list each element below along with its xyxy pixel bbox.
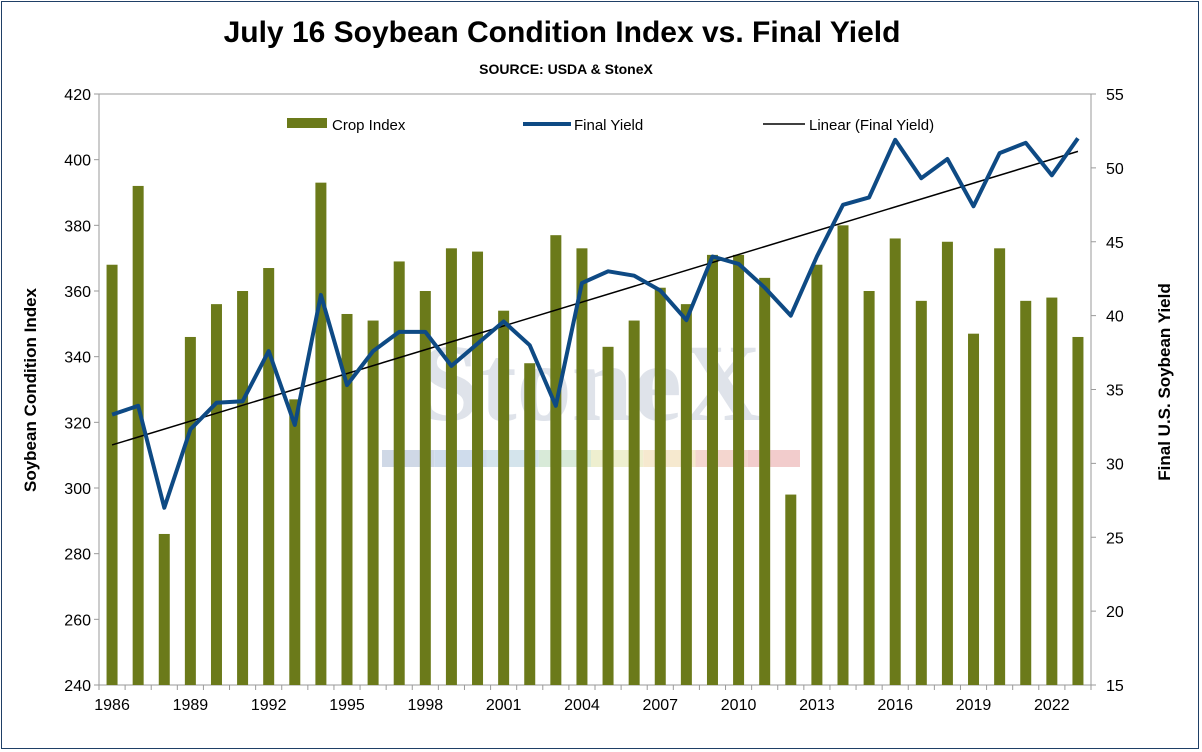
bar-crop-index	[837, 225, 849, 686]
bar-crop-index	[367, 320, 379, 685]
bar-crop-index	[341, 313, 353, 685]
y-axis-left-title: Soybean Condition Index	[21, 287, 40, 492]
bar-crop-index	[706, 254, 718, 685]
watermark-stripe	[747, 450, 800, 467]
bar-crop-index	[289, 399, 301, 685]
legend-label-linear-trend: Linear (Final Yield)	[809, 117, 934, 134]
bar-crop-index	[968, 333, 980, 685]
y-left-tick-label: 240	[64, 678, 91, 695]
y-right-tick-label: 15	[1106, 678, 1124, 695]
x-tick-label: 2013	[799, 697, 835, 714]
bar-crop-index	[811, 264, 823, 685]
y-right-tick-label: 40	[1106, 309, 1124, 326]
x-tick-label: 2007	[642, 697, 678, 714]
x-axis: 1986 1989 1992 1995 1998 2001 2004 2007 2010 2013…	[94, 685, 1092, 714]
x-tick-label: 1998	[408, 697, 444, 714]
line-series	[111, 137, 1080, 510]
bar-crop-index	[680, 304, 692, 685]
x-tick-label: 1992	[251, 697, 287, 714]
bar-crop-index	[106, 264, 118, 685]
bar-crop-index	[550, 235, 562, 685]
bar-crop-index	[1020, 300, 1032, 685]
bar-crop-index	[524, 363, 536, 685]
y-left-tick-label: 260	[64, 612, 91, 629]
bar-crop-index	[863, 291, 875, 685]
y-left-tick-label: 280	[64, 547, 91, 564]
bar-crop-index	[602, 346, 614, 685]
bar-crop-index	[419, 291, 431, 685]
bar-crop-index	[628, 320, 640, 685]
bar-series	[106, 182, 1084, 686]
bar-crop-index	[1072, 336, 1084, 685]
y-right-tick-label: 50	[1106, 161, 1124, 178]
y-right-tick-label: 55	[1106, 87, 1124, 104]
bar-crop-index	[445, 248, 457, 686]
y-left-tick-label: 400	[64, 153, 91, 170]
x-tick-label: 2001	[486, 697, 522, 714]
y-right-tick-label: 35	[1106, 383, 1124, 400]
legend: Crop Index Final Yield Linear (Final Yie…	[287, 117, 934, 134]
bar-crop-index	[1046, 297, 1058, 685]
bar-crop-index	[498, 310, 510, 685]
x-tick-label: 2022	[1034, 697, 1070, 714]
bar-crop-index	[472, 251, 484, 685]
y-right-tick-label: 45	[1106, 235, 1124, 252]
line-final-yield	[111, 137, 1080, 510]
legend-swatch-crop-index	[287, 118, 327, 128]
bar-crop-index	[576, 248, 588, 686]
y-axis-right-title: Final U.S. Soybean Yield	[1155, 283, 1174, 480]
y-left-tick-label: 420	[64, 87, 91, 104]
bar-crop-index	[654, 287, 666, 685]
x-tick-label: 2019	[956, 697, 992, 714]
trendline-final-yield	[111, 150, 1079, 446]
bar-crop-index	[733, 254, 745, 685]
bar-crop-index	[184, 336, 196, 685]
bar-crop-index	[315, 182, 327, 685]
y-right-tick-label: 25	[1106, 530, 1124, 547]
x-tick-label: 1995	[329, 697, 365, 714]
x-tick-label: 2010	[721, 697, 757, 714]
chart-title: July 16 Soybean Condition Index vs. Fina…	[224, 16, 901, 49]
bar-crop-index	[158, 533, 170, 685]
chart-subtitle: SOURCE: USDA & StoneX	[479, 61, 653, 77]
y-axis-left: 240 260 280 300 320 340 360 380 400 420	[64, 87, 99, 695]
bar-crop-index	[994, 248, 1006, 686]
bar-crop-index	[237, 291, 249, 685]
bar-crop-index	[915, 300, 927, 685]
bar-crop-index	[210, 304, 222, 685]
y-left-tick-label: 340	[64, 350, 91, 367]
bar-crop-index	[393, 261, 405, 685]
y-left-tick-label: 380	[64, 218, 91, 235]
bar-crop-index	[941, 241, 953, 685]
legend-label-final-yield: Final Yield	[574, 117, 643, 134]
legend-label-crop-index: Crop Index	[332, 117, 406, 134]
bar-crop-index	[785, 494, 797, 685]
y-left-tick-label: 300	[64, 481, 91, 498]
y-left-tick-label: 320	[64, 415, 91, 432]
x-tick-label: 2016	[877, 697, 913, 714]
y-right-tick-label: 20	[1106, 604, 1124, 621]
trendline-series	[111, 150, 1079, 446]
bar-crop-index	[132, 185, 144, 685]
y-left-tick-label: 360	[64, 284, 91, 301]
y-axis-right: 15 20 25 30 35 40 45 50 55	[1091, 87, 1124, 695]
bar-crop-index	[263, 268, 275, 685]
bar-crop-index	[759, 277, 771, 685]
y-right-tick-label: 30	[1106, 456, 1124, 473]
x-tick-label: 2004	[564, 697, 600, 714]
bar-crop-index	[889, 238, 901, 685]
x-tick-label: 1986	[94, 697, 130, 714]
x-tick-label: 1989	[173, 697, 209, 714]
